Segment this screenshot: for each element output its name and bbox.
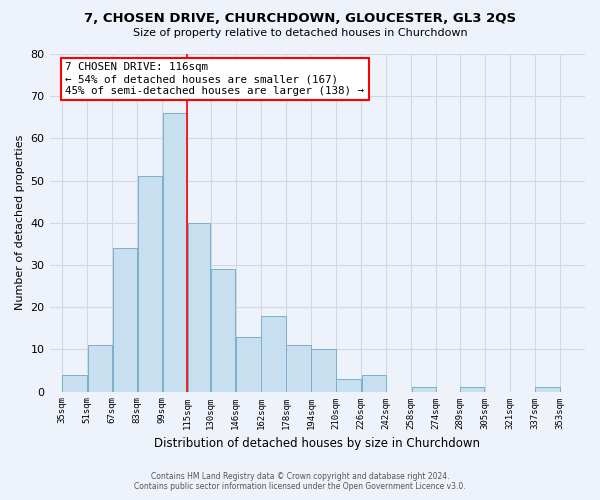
- Text: Size of property relative to detached houses in Churchdown: Size of property relative to detached ho…: [133, 28, 467, 38]
- Bar: [460, 388, 484, 392]
- Bar: [236, 336, 260, 392]
- X-axis label: Distribution of detached houses by size in Churchdown: Distribution of detached houses by size …: [154, 437, 480, 450]
- Bar: [188, 223, 211, 392]
- Bar: [88, 345, 112, 392]
- Bar: [211, 269, 235, 392]
- Bar: [163, 113, 187, 392]
- Bar: [362, 374, 386, 392]
- Text: Contains HM Land Registry data © Crown copyright and database right 2024.
Contai: Contains HM Land Registry data © Crown c…: [134, 472, 466, 491]
- Bar: [535, 388, 560, 392]
- Bar: [337, 379, 361, 392]
- Text: 7, CHOSEN DRIVE, CHURCHDOWN, GLOUCESTER, GL3 2QS: 7, CHOSEN DRIVE, CHURCHDOWN, GLOUCESTER,…: [84, 12, 516, 26]
- Y-axis label: Number of detached properties: Number of detached properties: [15, 135, 25, 310]
- Bar: [113, 248, 137, 392]
- Bar: [62, 374, 87, 392]
- Bar: [137, 176, 162, 392]
- Text: 7 CHOSEN DRIVE: 116sqm
← 54% of detached houses are smaller (167)
45% of semi-de: 7 CHOSEN DRIVE: 116sqm ← 54% of detached…: [65, 62, 364, 96]
- Bar: [286, 345, 311, 392]
- Bar: [412, 388, 436, 392]
- Bar: [311, 350, 335, 392]
- Bar: [261, 316, 286, 392]
